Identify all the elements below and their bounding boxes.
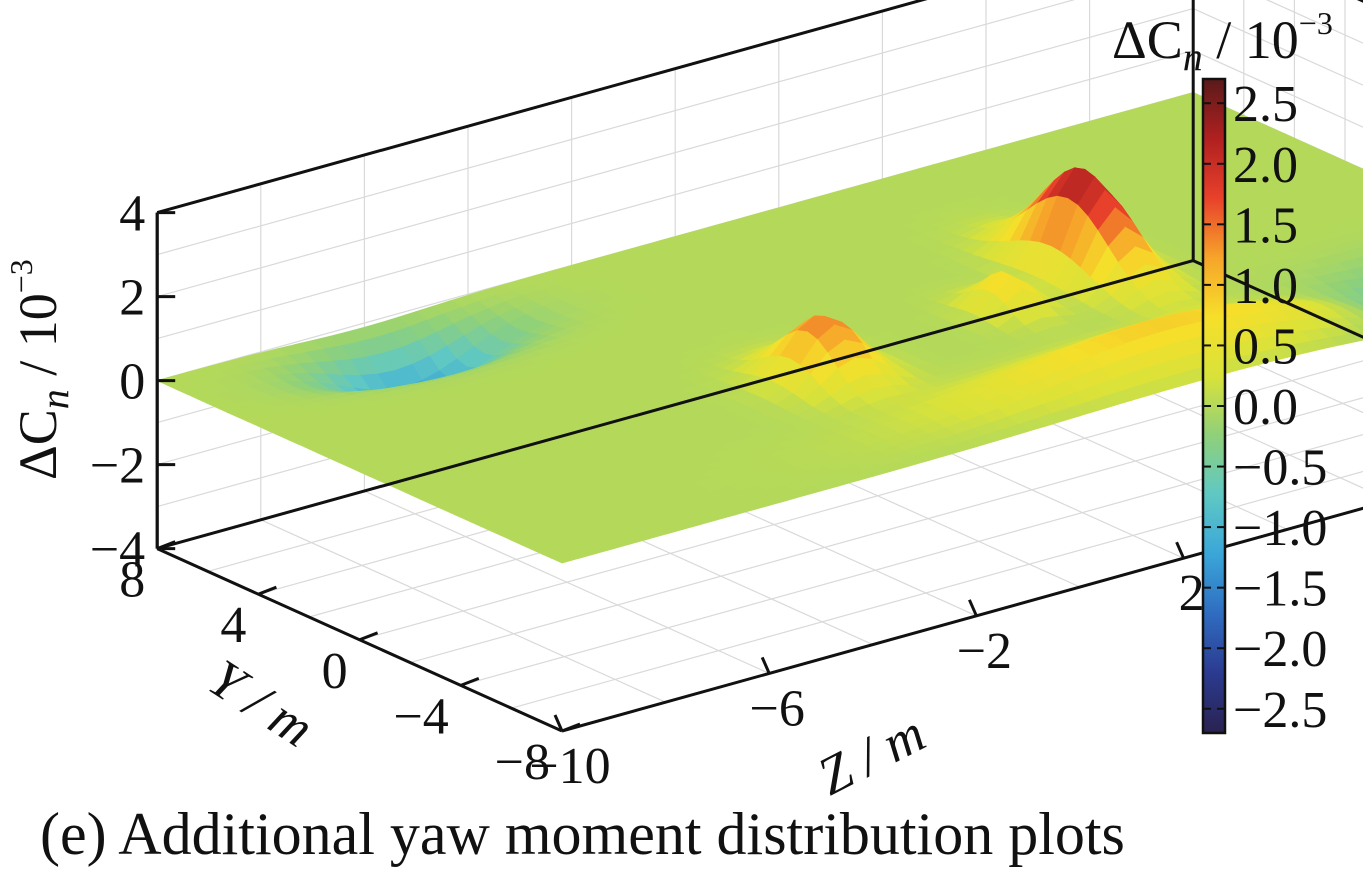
- v-tick-label: 0: [119, 354, 145, 411]
- axis-frame-edge: [156, 0, 928, 215]
- tick-mark: [460, 677, 480, 687]
- z-axis-label: ΔCn / 10−3: [3, 259, 77, 480]
- colorbar-tick-label: 2.5: [1233, 76, 1298, 133]
- z-tick-label: −6: [750, 680, 805, 737]
- colorbar-tick-label: −1.5: [1233, 561, 1327, 618]
- x-axis-label: Z / m: [808, 703, 934, 807]
- figure-caption: (e) Additional yaw moment distribution p…: [40, 801, 1125, 867]
- z-tick-label: −2: [957, 623, 1012, 680]
- colorbar-tick-label: 0.5: [1233, 318, 1298, 375]
- colorbar-tick-label: −2.5: [1233, 682, 1327, 739]
- axis-frame-edge: [156, 259, 1194, 551]
- colorbar-title: ΔCn / 10−3: [1112, 5, 1333, 79]
- colorbar-tick-label: 2.0: [1233, 137, 1298, 194]
- tick-mark: [1175, 541, 1185, 559]
- tick-mark: [553, 714, 564, 732]
- tick-mark: [968, 599, 978, 617]
- colorbar-tick-label: 1.5: [1233, 197, 1298, 254]
- y-tick-label: 8: [119, 552, 145, 609]
- colorbar-ticks: 2.52.01.51.00.50.0−0.5−1.0−1.5−2.0−2.5: [1203, 76, 1327, 739]
- v-tick-label: 2: [119, 270, 145, 327]
- colorbar-tick-label: −0.5: [1233, 440, 1327, 497]
- v-tick-label: −4: [90, 522, 145, 579]
- v-tick-label: 4: [119, 186, 145, 243]
- tick-mark: [257, 585, 277, 596]
- z-tick-label: 2: [1179, 565, 1205, 622]
- axis-frame-edge: [1192, 259, 1363, 339]
- surface-patch: [550, 553, 581, 564]
- axis-frame-edge: [561, 506, 1363, 733]
- y-tick-label: 0: [322, 643, 348, 700]
- tick-mark: [760, 656, 771, 675]
- tick-mark: [359, 631, 379, 642]
- colorbar-tick-label: −1.0: [1233, 500, 1327, 557]
- colorbar-tick-label: −2.0: [1233, 621, 1327, 678]
- colorbar-tick-label: 0.0: [1233, 379, 1298, 436]
- y-tick-label: −4: [393, 688, 448, 745]
- v-tick-label: −2: [90, 438, 145, 495]
- tick-mark: [561, 722, 581, 733]
- colorbar: ΔCn / 10−3 2.52.01.51.00.50.0−0.5−1.0−1.…: [1112, 5, 1333, 739]
- y-tick-label: −8: [495, 734, 550, 791]
- y-axis-label: Y / m: [198, 648, 324, 759]
- colorbar-tick-label: 1.0: [1233, 258, 1298, 315]
- y-tick-label: 4: [220, 597, 246, 654]
- surface-plot: [156, 92, 1363, 564]
- z-tick-label: −10: [529, 738, 610, 795]
